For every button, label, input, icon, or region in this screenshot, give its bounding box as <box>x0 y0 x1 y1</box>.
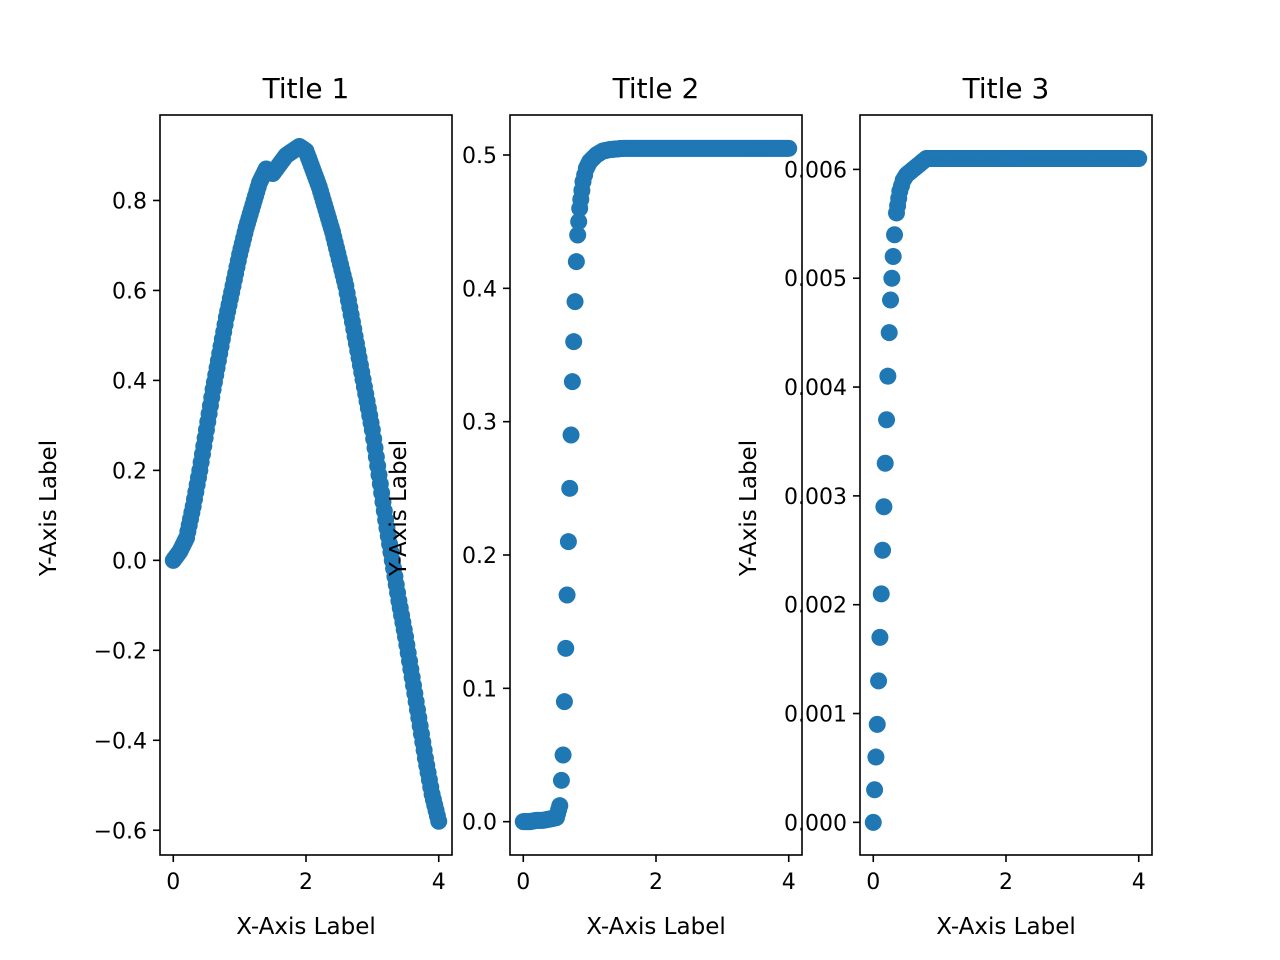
scatter-points <box>514 139 798 831</box>
scatter-points <box>164 137 448 830</box>
scatter-point <box>866 781 884 799</box>
y-tick-label: 0.2 <box>462 544 497 569</box>
scatter-point <box>566 293 584 311</box>
y-tick-label: 0.4 <box>112 369 147 394</box>
x-tick-label: 2 <box>999 870 1013 895</box>
y-tick-label: 0.0 <box>462 811 497 836</box>
scatter-point <box>570 213 588 231</box>
scatter-point <box>871 628 889 646</box>
scatter-point <box>876 454 894 472</box>
scatter-point <box>557 639 575 657</box>
y-tick-label: −0.6 <box>94 819 147 844</box>
y-tick-label: 0.003 <box>784 485 847 510</box>
scatter-point <box>880 324 898 342</box>
y-axis-label: Y-Axis Label <box>386 440 412 577</box>
scatter-point <box>780 139 798 157</box>
scatter-point <box>864 813 882 831</box>
x-axis-label: X-Axis Label <box>236 914 375 940</box>
subplot-3: 0 2 4 0.000 0.001 0.002 0.003 0.004 0.005 0.006 Ti… <box>736 72 1153 940</box>
scatter-point <box>872 585 890 603</box>
chart-title: Title 2 <box>612 72 700 105</box>
y-tick-label: 0.2 <box>112 459 147 484</box>
scatter-points <box>864 150 1148 831</box>
scatter-point <box>565 333 583 351</box>
scatter-point <box>555 693 573 711</box>
subplot-1: 0 2 4 −0.6 −0.4 −0.2 0.0 0.2 0.4 0.6 0.8 Title 1 X-A… <box>36 72 453 940</box>
y-tick-label: 0.000 <box>784 811 847 836</box>
y-tick-label: 0.4 <box>462 277 497 302</box>
scatter-point <box>870 672 888 690</box>
x-tick-label: 4 <box>782 870 796 895</box>
y-tick-label: −0.4 <box>94 729 147 754</box>
scatter-point <box>883 269 901 287</box>
x-tick-label: 4 <box>1132 870 1146 895</box>
scatter-point <box>882 291 900 309</box>
scatter-point <box>559 533 577 551</box>
scatter-point <box>551 797 569 815</box>
scatter-point <box>558 586 576 604</box>
scatter-point <box>867 748 885 766</box>
subplot-2: 0 2 4 0.0 0.1 0.2 0.3 0.4 0.5 Title 2 X-Axis Label… <box>386 72 803 940</box>
y-tick-label: −0.2 <box>94 639 147 664</box>
axes-frame <box>859 114 1153 856</box>
scatter-point <box>879 367 897 385</box>
scatter-point <box>875 498 893 516</box>
y-axis-label: Y-Axis Label <box>36 440 62 577</box>
chart-title: Title 3 <box>962 72 1050 105</box>
scatter-point <box>886 226 904 244</box>
scatter-point <box>1130 150 1148 168</box>
scatter-point <box>562 426 580 444</box>
x-tick-label: 0 <box>866 870 880 895</box>
x-tick-label: 2 <box>299 870 313 895</box>
scatter-point <box>430 812 448 830</box>
scatter-point <box>567 253 585 271</box>
y-tick-label: 0.002 <box>784 594 847 619</box>
y-axis-label: Y-Axis Label <box>736 440 762 577</box>
scatter-point <box>563 373 581 391</box>
y-tick-label: 0.004 <box>784 376 847 401</box>
y-tick-label: 0.5 <box>462 144 497 169</box>
y-tick-label: 0.005 <box>784 267 847 292</box>
scatter-point <box>874 541 892 559</box>
scatter-point <box>561 479 579 497</box>
scatter-point <box>884 247 902 265</box>
scatter-point <box>552 771 570 789</box>
x-axis-label: X-Axis Label <box>586 914 725 940</box>
x-tick-label: 2 <box>649 870 663 895</box>
chart-title: Title 1 <box>262 72 350 105</box>
y-tick-label: 0.6 <box>112 279 147 304</box>
x-tick-label: 4 <box>432 870 446 895</box>
y-tick-label: 0.006 <box>784 158 847 183</box>
x-axis-label: X-Axis Label <box>936 914 1075 940</box>
scatter-point <box>554 746 572 764</box>
y-tick-label: 0.8 <box>112 189 147 214</box>
scatter-point <box>569 226 587 244</box>
x-tick-label: 0 <box>166 870 180 895</box>
y-tick-label: 0.3 <box>462 411 497 436</box>
y-tick-label: 0.1 <box>462 677 497 702</box>
y-tick-label: 0.001 <box>784 703 847 728</box>
y-tick-label: 0.0 <box>112 549 147 574</box>
x-tick-label: 0 <box>516 870 530 895</box>
scatter-point <box>868 715 886 733</box>
scatter-point <box>878 411 896 429</box>
